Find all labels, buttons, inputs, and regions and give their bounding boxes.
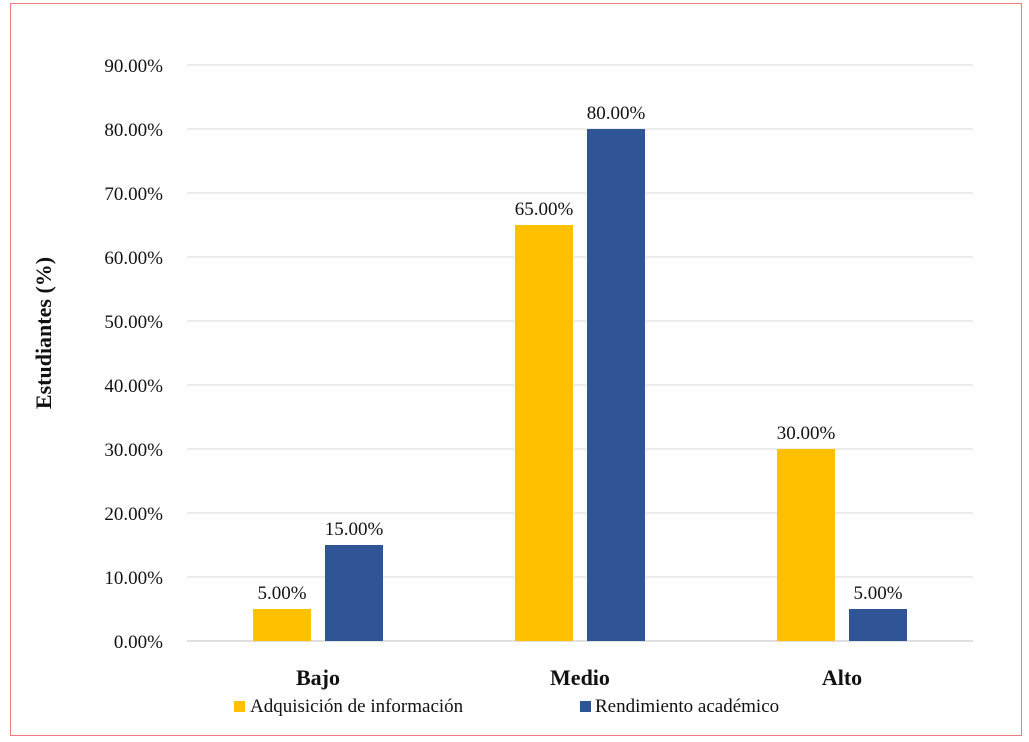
y-tick-label: 30.00% — [104, 440, 163, 461]
y-tick-label: 10.00% — [104, 568, 163, 589]
bar-chart: 0.00% 10.00% 20.00% 30.00% 40.00% 50.00% 60.00… — [31, 56, 973, 717]
x-category-label: Bajo — [296, 665, 340, 690]
bar — [515, 225, 573, 641]
data-label: 15.00% — [325, 519, 384, 540]
y-axis-title: Estudiantes (%) — [31, 257, 56, 409]
bars — [253, 129, 907, 641]
y-axis-ticks: 0.00% 10.00% 20.00% 30.00% 40.00% 50.00% 60.00… — [104, 56, 163, 653]
x-axis-categories: Bajo Medio Alto — [296, 665, 862, 690]
x-category-label: Alto — [822, 665, 862, 690]
chart-frame: 0.00% 10.00% 20.00% 30.00% 40.00% 50.00% 60.00… — [10, 3, 1022, 736]
y-tick-label: 80.00% — [104, 120, 163, 141]
y-tick-label: 90.00% — [104, 56, 163, 77]
bar — [325, 545, 383, 641]
legend-swatch — [580, 701, 591, 712]
legend-swatch — [234, 701, 245, 712]
data-label: 5.00% — [853, 583, 902, 604]
y-tick-label: 70.00% — [104, 184, 163, 205]
bar — [253, 609, 311, 641]
legend: Adquisición de información Rendimiento ac… — [234, 696, 779, 717]
data-label: 30.00% — [777, 423, 836, 444]
y-tick-label: 40.00% — [104, 376, 163, 397]
bar — [587, 129, 645, 641]
data-label: 65.00% — [515, 199, 574, 220]
data-label: 5.00% — [257, 583, 306, 604]
y-tick-label: 60.00% — [104, 248, 163, 269]
bar — [849, 609, 907, 641]
gridlines — [187, 64, 973, 642]
y-tick-label: 50.00% — [104, 312, 163, 333]
data-label: 80.00% — [587, 103, 646, 124]
y-tick-label: 20.00% — [104, 504, 163, 525]
y-tick-label: 0.00% — [114, 632, 163, 653]
legend-label: Rendimiento académico — [595, 696, 779, 717]
bar — [777, 449, 835, 641]
legend-label: Adquisición de información — [250, 696, 464, 717]
data-labels: 5.00% 15.00% 65.00% 80.00% 30.00% 5.00% — [257, 103, 902, 604]
x-category-label: Medio — [550, 665, 610, 690]
